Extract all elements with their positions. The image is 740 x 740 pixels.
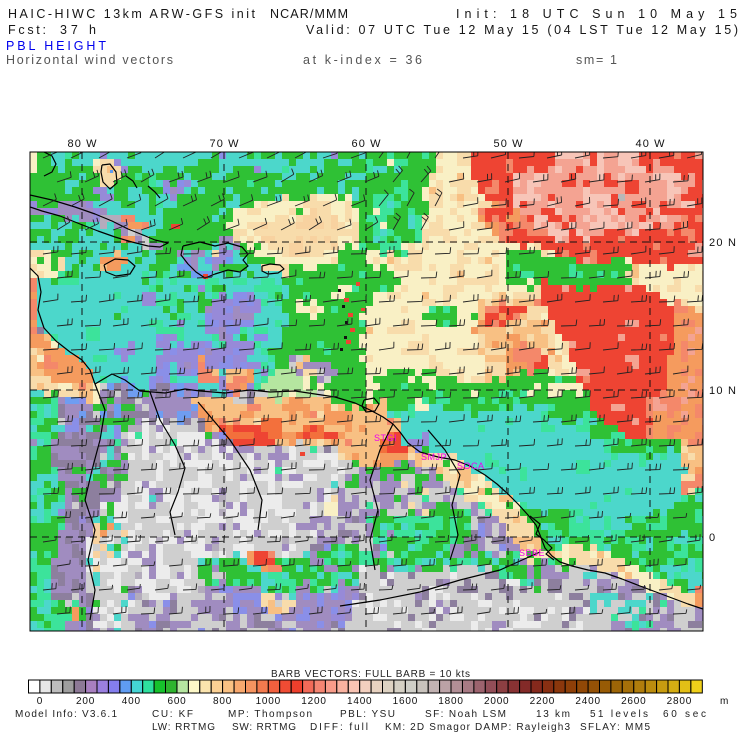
svg-text:1600: 1600 [393,696,418,707]
svg-text:13 km: 13 km [536,709,570,720]
svg-text:HAIC-HIWC 13km ARW-GFS init: HAIC-HIWC 13km ARW-GFS init [8,7,256,21]
svg-text:NCAR/MMM: NCAR/MMM [270,7,348,21]
svg-text:Valid: 07 UTC Tue 12 May 15 (0: Valid: 07 UTC Tue 12 May 15 (04 LST Tue … [306,23,738,37]
svg-text:2200: 2200 [530,696,555,707]
svg-text:2800: 2800 [667,696,692,707]
svg-text:70 W: 70 W [210,138,240,150]
svg-text:CU: KF: CU: KF [152,709,193,720]
svg-text:PBL: YSU: PBL: YSU [340,709,395,720]
svg-text:2600: 2600 [621,696,646,707]
svg-text:SFLAY: MM5: SFLAY: MM5 [580,722,650,733]
svg-text:Horizontal wind vectors: Horizontal wind vectors [6,53,173,67]
svg-text:SOCA: SOCA [457,461,485,471]
svg-text:60 W: 60 W [352,138,382,150]
svg-text:0: 0 [709,532,715,544]
svg-text:0: 0 [37,696,43,707]
svg-text:1000: 1000 [256,696,281,707]
svg-text:400: 400 [122,696,141,707]
svg-text:1800: 1800 [438,696,463,707]
svg-text:SMJP: SMJP [421,452,447,462]
svg-text:1400: 1400 [347,696,372,707]
svg-text:BARB VECTORS: FULL BARB = 10: BARB VECTORS: FULL BARB = 10 kts [271,669,470,680]
svg-text:80 W: 80 W [68,138,98,150]
svg-text:2400: 2400 [575,696,600,707]
svg-text:2000: 2000 [484,696,509,707]
svg-text:m: m [720,696,728,707]
svg-text:SW: RRTMG: SW: RRTMG [232,722,296,733]
svg-text:PBL HEIGHT: PBL HEIGHT [6,39,106,53]
svg-text:Fcst:: Fcst: [8,23,46,37]
svg-text:60 sec: 60 sec [663,709,706,720]
svg-text:40 W: 40 W [636,138,666,150]
svg-text:200: 200 [76,696,95,707]
svg-text:SF: Noah LSM: SF: Noah LSM [425,709,506,720]
svg-text:51 levels: 51 levels [590,709,648,720]
svg-text:STGI: STGI [374,433,397,443]
svg-text:KM: 2D Smagor: KM: 2D Smagor [385,722,471,733]
svg-text:800: 800 [213,696,232,707]
svg-text:Model Info: V3.6.1: Model Info: V3.6.1 [15,709,117,720]
svg-text:LW: RRTMG: LW: RRTMG [152,722,215,733]
svg-text:MP: Thompson: MP: Thompson [228,709,312,720]
svg-text:1200: 1200 [301,696,326,707]
svg-text:600: 600 [167,696,186,707]
svg-text:50 W: 50 W [494,138,524,150]
svg-text:sm= 1: sm= 1 [576,53,617,67]
svg-text:DIFF: full: DIFF: full [310,722,368,733]
svg-text:DAMP: Rayleigh3: DAMP: Rayleigh3 [475,722,570,733]
svg-text:SBBE: SBBE [519,548,545,558]
